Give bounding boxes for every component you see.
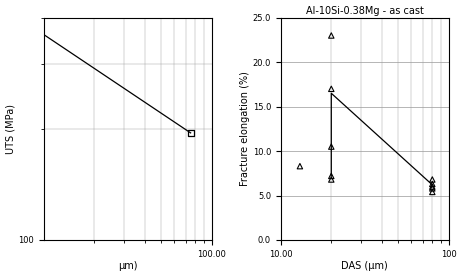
- Point: [429, 190, 436, 194]
- Point: [429, 184, 436, 189]
- Point: [429, 186, 436, 191]
- Point: [328, 144, 335, 149]
- Point: [429, 177, 436, 182]
- Point: [296, 164, 304, 168]
- X-axis label: DAS (μm): DAS (μm): [341, 261, 388, 271]
- Title: Al-10Si-0.38Mg - as cast: Al-10Si-0.38Mg - as cast: [306, 6, 424, 16]
- Point: [328, 174, 335, 178]
- Y-axis label: Fracture elongation (%): Fracture elongation (%): [240, 71, 250, 186]
- Point: [328, 177, 335, 182]
- X-axis label: μm): μm): [118, 261, 138, 271]
- Point: [187, 131, 195, 135]
- Point: [328, 87, 335, 91]
- Point: [429, 182, 436, 186]
- Y-axis label: UTS (MPa): UTS (MPa): [6, 104, 16, 154]
- Point: [328, 33, 335, 38]
